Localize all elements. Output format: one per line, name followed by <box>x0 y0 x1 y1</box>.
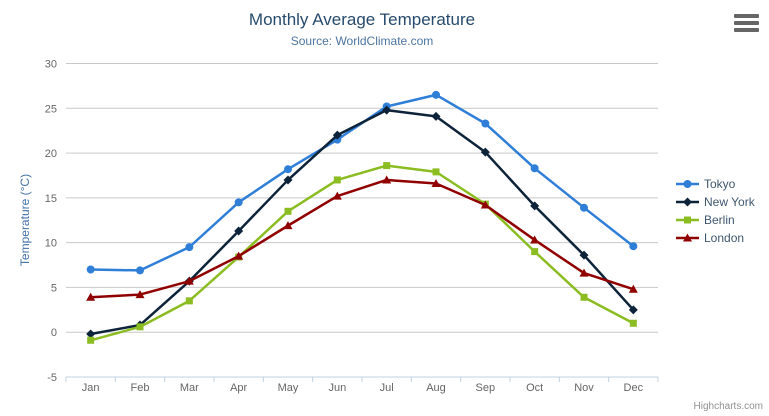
data-point-london[interactable] <box>530 235 540 244</box>
data-point-new-york[interactable] <box>234 226 244 236</box>
data-point-london[interactable] <box>579 268 589 277</box>
x-axis-tick-label: Dec <box>624 382 644 394</box>
chart-title: Monthly Average Temperature <box>248 10 476 29</box>
legend-symbol-new-york[interactable] <box>683 197 692 207</box>
context-menu-button[interactable] <box>734 14 759 34</box>
data-point-london[interactable] <box>332 191 342 200</box>
data-point-new-york[interactable] <box>480 147 490 157</box>
y-axis-tick-label: 25 <box>45 103 57 115</box>
data-point-new-york[interactable] <box>283 175 293 185</box>
data-point-berlin[interactable] <box>136 323 144 331</box>
data-point-london[interactable] <box>628 284 638 293</box>
data-point-new-york[interactable] <box>332 130 342 140</box>
y-axis-tick-label: 0 <box>51 327 57 339</box>
data-point-tokyo[interactable] <box>580 203 588 212</box>
data-point-london[interactable] <box>184 276 194 285</box>
data-point-berlin[interactable] <box>383 162 391 170</box>
data-point-london[interactable] <box>283 221 293 230</box>
data-point-berlin[interactable] <box>580 293 588 301</box>
series-line-tokyo[interactable] <box>89 93 635 272</box>
x-axis-tick-label: Jul <box>380 382 394 394</box>
x-axis-tick-label: Apr <box>230 382 247 394</box>
legend-symbol-tokyo[interactable] <box>683 180 692 188</box>
legend-label: Berlin <box>704 213 735 227</box>
data-point-berlin[interactable] <box>185 297 193 305</box>
x-axis-tick-label: May <box>278 382 299 394</box>
legend-label: Tokyo <box>704 177 736 191</box>
y-axis-tick-label: 20 <box>45 148 57 160</box>
data-point-tokyo[interactable] <box>432 90 440 99</box>
data-point-new-york[interactable] <box>628 305 638 315</box>
data-point-berlin[interactable] <box>284 207 292 215</box>
data-point-new-york[interactable] <box>579 250 589 260</box>
legend-item-new-york[interactable]: New York <box>676 193 755 211</box>
legend-item-london[interactable]: London <box>676 229 755 247</box>
data-point-new-york[interactable] <box>382 105 392 115</box>
series-london[interactable] <box>86 175 638 301</box>
x-axis-tick-label: Nov <box>574 382 594 394</box>
data-point-tokyo[interactable] <box>530 164 539 173</box>
y-axis-tick-label: 10 <box>45 238 57 250</box>
data-point-tokyo[interactable] <box>284 165 292 174</box>
credits-link[interactable]: Highcharts.com <box>693 401 763 412</box>
data-point-tokyo[interactable] <box>481 119 490 128</box>
data-point-london[interactable] <box>234 251 244 260</box>
x-axis-tick-label: Oct <box>526 382 543 394</box>
y-axis-tick-label: 30 <box>45 59 57 71</box>
data-point-london[interactable] <box>86 292 96 301</box>
data-point-new-york[interactable] <box>86 329 96 339</box>
legend-symbol-london[interactable] <box>683 233 692 242</box>
data-point-new-york[interactable] <box>431 111 441 121</box>
x-axis-tick-label: Aug <box>426 382 446 394</box>
data-point-tokyo[interactable] <box>86 265 95 274</box>
series-line-london[interactable] <box>89 178 635 299</box>
data-point-berlin[interactable] <box>432 168 440 176</box>
data-point-berlin[interactable] <box>629 319 637 327</box>
data-point-berlin[interactable] <box>87 336 95 344</box>
x-axis-tick-label: Jan <box>82 382 100 394</box>
series-tokyo[interactable] <box>86 90 638 275</box>
data-point-london[interactable] <box>480 200 490 209</box>
legend-item-tokyo[interactable]: Tokyo <box>676 175 755 193</box>
legend: Tokyo New York Berlin London <box>676 175 755 247</box>
legend-item-berlin[interactable]: Berlin <box>676 211 755 229</box>
legend-marker-london-icon <box>676 233 699 242</box>
legend-symbol-berlin[interactable] <box>684 216 691 224</box>
data-point-london[interactable] <box>135 290 145 299</box>
data-point-tokyo[interactable] <box>629 242 638 251</box>
chart-subtitle: Source: WorldClimate.com <box>290 34 434 48</box>
series-new-york[interactable] <box>86 105 638 339</box>
x-axis-tick-label: Jun <box>328 382 346 394</box>
data-point-tokyo[interactable] <box>136 266 144 275</box>
legend-label: London <box>704 231 745 245</box>
y-axis-tick-label: -5 <box>47 372 57 384</box>
data-point-new-york[interactable] <box>530 201 540 211</box>
x-axis-tick-label: Sep <box>476 382 496 394</box>
data-point-london[interactable] <box>431 179 441 188</box>
legend-marker-new-york-icon <box>676 197 699 207</box>
series-line-berlin[interactable] <box>89 164 635 342</box>
data-point-london[interactable] <box>382 175 392 184</box>
data-point-tokyo[interactable] <box>185 243 194 252</box>
data-point-berlin[interactable] <box>531 248 539 256</box>
data-point-tokyo[interactable] <box>234 198 243 207</box>
y-axis-tick-label: 15 <box>45 193 57 205</box>
hamburger-icon <box>734 14 759 32</box>
legend-marker-berlin-icon <box>676 216 699 224</box>
y-axis-tick-label: 5 <box>51 282 57 294</box>
x-axis-tick-label: Mar <box>180 382 199 394</box>
series-line-new-york[interactable] <box>89 108 635 336</box>
x-axis-tick-label: Feb <box>131 382 150 394</box>
legend-marker-tokyo-icon <box>676 180 699 188</box>
data-point-berlin[interactable] <box>333 176 341 184</box>
legend-label: New York <box>704 195 755 209</box>
